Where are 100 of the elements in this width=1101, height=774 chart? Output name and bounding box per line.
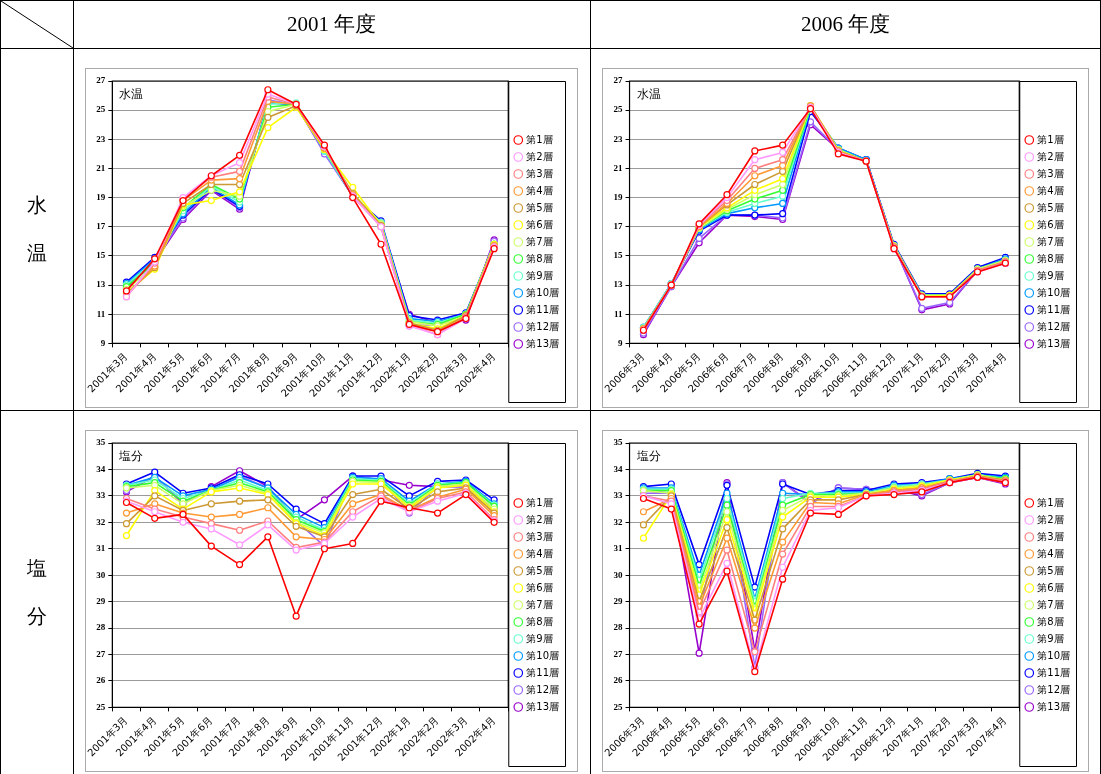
- legend-label: 第13層: [1037, 700, 1071, 712]
- legend-label: 第9層: [1037, 632, 1064, 644]
- legend-label: 第11層: [526, 666, 560, 678]
- text: 塩分: [635, 449, 661, 464]
- y-tick-label: 17: [96, 221, 106, 232]
- legend-label: 第1層: [526, 496, 553, 508]
- y-tick-label: 9: [618, 337, 624, 348]
- y-tick-label: 26: [613, 675, 624, 686]
- legend-label: 第7層: [1037, 235, 1064, 247]
- legend-label: 第5層: [526, 564, 553, 576]
- legend-label: 第4層: [526, 184, 553, 196]
- legend-label: 第3層: [1037, 167, 1064, 179]
- y-tick-label: 19: [96, 191, 106, 202]
- y-tick-label: 34: [613, 463, 624, 474]
- y-tick-label: 35: [613, 437, 624, 448]
- legend-label: 第7層: [1037, 598, 1064, 610]
- y-tick-label: 13: [96, 279, 106, 290]
- legend-label: 第10層: [1037, 649, 1071, 661]
- legend-label: 第6層: [526, 218, 553, 230]
- y-tick-label: 28: [96, 622, 106, 633]
- text: 水温: [26, 193, 47, 265]
- y-tick-label: 29: [96, 595, 106, 606]
- y-tick-label: 25: [613, 104, 624, 115]
- y-tick-label: 25: [96, 701, 106, 712]
- legend-label: 第8層: [526, 615, 553, 627]
- y-tick-label: 25: [613, 701, 624, 712]
- legend-label: 第5層: [1037, 201, 1064, 213]
- y-tick-label: 25: [96, 104, 106, 115]
- legend-label: 第9層: [526, 632, 553, 644]
- y-tick-label: 29: [613, 595, 624, 606]
- legend-label: 第2層: [526, 513, 553, 525]
- y-tick-label: 11: [96, 308, 106, 319]
- y-tick-label: 33: [613, 490, 624, 501]
- text: 水温: [636, 87, 661, 102]
- y-tick-label: 21: [613, 162, 624, 173]
- y-tick-label: 28: [613, 622, 624, 633]
- legend-label: 第10層: [526, 286, 560, 298]
- legend-label: 第12層: [526, 683, 560, 695]
- y-tick-label: 27: [96, 75, 106, 86]
- y-tick-label: 23: [96, 133, 106, 144]
- y-tick-label: 23: [613, 133, 624, 144]
- legend-label: 第4層: [1037, 547, 1064, 559]
- y-tick-label: 27: [613, 75, 624, 86]
- legend-label: 第9層: [1037, 269, 1064, 281]
- y-tick-label: 13: [613, 279, 624, 290]
- legend-label: 第8層: [1037, 252, 1064, 264]
- legend-label: 第1層: [526, 133, 553, 145]
- legend-label: 第3層: [526, 530, 553, 542]
- legend-label: 第8層: [526, 252, 553, 264]
- y-tick-label: 34: [96, 463, 106, 474]
- y-tick-label: 15: [96, 250, 106, 261]
- legend-label: 第11層: [1037, 666, 1071, 678]
- legend-label: 第10層: [1037, 286, 1071, 298]
- legend-label: 第6層: [1037, 581, 1064, 593]
- y-tick-label: 27: [613, 648, 624, 659]
- y-tick-label: 35: [96, 437, 106, 448]
- y-tick-label: 15: [613, 250, 624, 261]
- legend-label: 第12層: [1037, 320, 1071, 332]
- legend-label: 第3層: [526, 167, 553, 179]
- legend-label: 第5層: [526, 201, 553, 213]
- legend-label: 第6層: [526, 581, 553, 593]
- y-tick-label: 27: [96, 648, 106, 659]
- legend-label: 第1層: [1037, 496, 1064, 508]
- text: 2006 年度: [799, 11, 892, 38]
- y-tick-label: 32: [613, 516, 624, 527]
- legend-label: 第5層: [1037, 564, 1064, 576]
- legend-label: 第11層: [526, 303, 560, 315]
- y-tick-label: 30: [96, 569, 106, 580]
- legend-label: 第1層: [1037, 133, 1064, 145]
- y-tick-label: 9: [100, 337, 106, 348]
- y-tick-label: 11: [614, 308, 624, 319]
- legend-label: 第13層: [1037, 337, 1071, 349]
- legend-label: 第4層: [1037, 184, 1064, 196]
- y-tick-label: 31: [613, 543, 624, 554]
- y-tick-label: 26: [96, 675, 106, 686]
- text: 塩分: [118, 449, 144, 464]
- text: 塩分: [26, 556, 47, 628]
- legend-label: 第6層: [1037, 218, 1064, 230]
- legend-label: 第3層: [1037, 530, 1064, 542]
- legend-label: 第13層: [526, 700, 560, 712]
- legend-label: 第7層: [526, 235, 553, 247]
- y-tick-label: 21: [96, 162, 106, 173]
- legend-label: 第9層: [526, 269, 553, 281]
- y-tick-label: 31: [96, 543, 106, 554]
- legend-label: 第10層: [526, 649, 560, 661]
- y-tick-label: 30: [613, 569, 624, 580]
- y-tick-label: 17: [613, 221, 624, 232]
- legend-label: 第12層: [526, 320, 560, 332]
- y-tick-label: 19: [613, 191, 624, 202]
- text: 水温: [119, 87, 144, 102]
- legend-label: 第11層: [1037, 303, 1071, 315]
- legend-label: 第12層: [1037, 683, 1071, 695]
- legend-label: 第4層: [526, 547, 553, 559]
- y-tick-label: 32: [96, 516, 106, 527]
- legend-label: 第7層: [526, 598, 553, 610]
- text: 2001 年度: [285, 11, 378, 38]
- legend-label: 第8層: [1037, 615, 1064, 627]
- legend-label: 第2層: [1037, 150, 1064, 162]
- y-tick-label: 33: [96, 490, 106, 501]
- legend-label: 第2層: [526, 150, 553, 162]
